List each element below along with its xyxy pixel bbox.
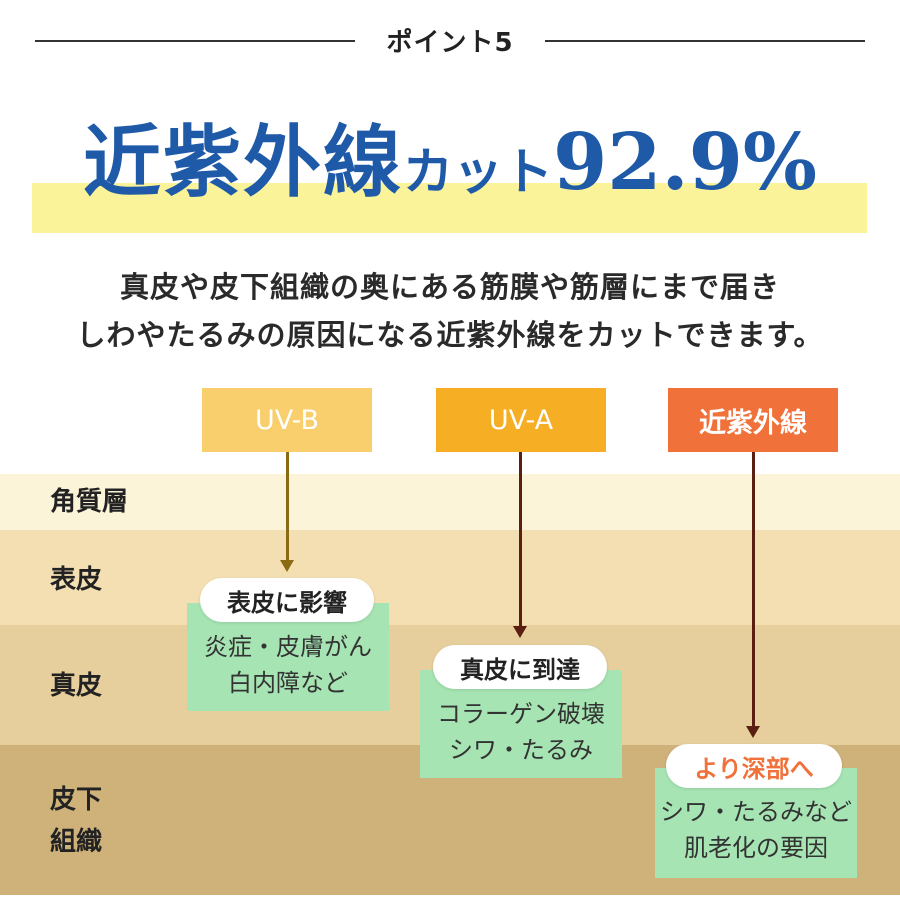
- layer-band-stratum-corneum: [0, 474, 900, 530]
- headline-highlight: [32, 183, 867, 233]
- near-uv-box: 近紫外線: [668, 388, 838, 452]
- layer-label-subcutaneous-line-1: 皮下: [50, 785, 103, 815]
- uv-b-pill: 表皮に影響: [200, 578, 374, 622]
- uv-a-pill: 真皮に到達: [433, 645, 607, 689]
- uv-b-box: UV-B: [202, 388, 372, 452]
- near-uv-arrow-line: [752, 452, 755, 728]
- uv-a-effect-line-1: コラーゲン破壊: [437, 700, 605, 728]
- uv-b-arrow-line: [286, 452, 289, 562]
- near-uv-arrow-head: [746, 726, 760, 738]
- near-uv-effect-line-1: シワ・たるみなど: [660, 798, 852, 826]
- uv-a-arrow-line: [519, 452, 522, 628]
- layer-label-subcutaneous: 皮下 組織: [50, 780, 102, 863]
- header-rule-left: [35, 40, 355, 42]
- uv-a-effect-line-2: シワ・たるみ: [449, 736, 593, 764]
- uv-b-effect-line-2: 白内障など: [228, 669, 348, 697]
- headline: 近紫外線カット92.9%: [0, 100, 900, 212]
- near-uv-pill: より深部へ: [666, 744, 842, 788]
- layer-label-dermis: 真皮: [50, 671, 103, 701]
- uv-b-arrow-head: [280, 560, 294, 572]
- description-line-1: 真皮や皮下組織の奥にある筋膜や筋層にまで届き: [119, 270, 780, 304]
- uv-a-box: UV-A: [436, 388, 606, 452]
- uv-b-effect-line-1: 炎症・皮膚がん: [204, 633, 372, 661]
- point-label: ポイント5: [386, 28, 514, 58]
- layer-label-epidermis: 表皮: [50, 565, 103, 595]
- layer-label-stratum-corneum: 角質層: [50, 487, 129, 517]
- near-uv-effect-line-2: 肌老化の要因: [684, 834, 828, 862]
- layer-label-subcutaneous-line-2: 組織: [50, 826, 103, 857]
- layer-band-epidermis: [0, 530, 900, 625]
- header-rule-right: [545, 40, 865, 42]
- headline-mid: カット: [402, 142, 553, 201]
- uv-a-arrow-head: [513, 626, 527, 638]
- description-line-2: しわやたるみの原因になる近紫外線をカットできます。: [76, 318, 824, 352]
- headline-big: 近紫外線: [82, 117, 403, 208]
- headline-number: 92.9%: [552, 117, 818, 208]
